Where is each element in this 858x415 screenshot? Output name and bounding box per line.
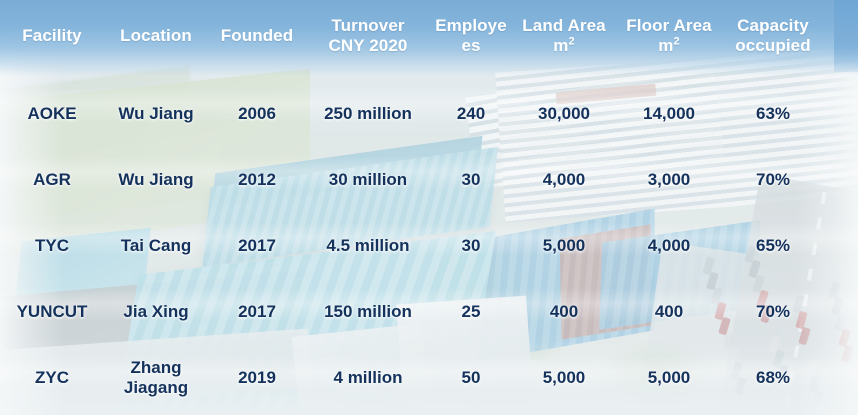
cell-turnover: 250 million — [324, 104, 412, 123]
cell-employees: 30 — [461, 236, 481, 255]
cell-facility: YUNCUT — [16, 302, 88, 321]
cell-founded: 2006 — [238, 104, 276, 123]
cell-capacity: 63% — [755, 104, 791, 123]
cell-facility: TYC — [35, 236, 69, 255]
cell-capacity: 68% — [755, 368, 791, 387]
cell-turnover: 150 million — [324, 302, 412, 321]
cell-floor-area: 3,000 — [647, 170, 691, 189]
column-header-floor-area-label: Floor Area — [626, 16, 712, 35]
cell-employees: 25 — [461, 302, 481, 321]
table-row: TYC Tai Cang 2017 4.5 million 30 5,000 4… — [0, 212, 858, 280]
cell-founded: 2012 — [238, 170, 276, 189]
cell-turnover: 4.5 million — [326, 236, 410, 255]
cell-employees: 30 — [461, 170, 481, 189]
cell-floor-area: 400 — [654, 302, 684, 321]
table-row: YUNCUT Jia Xing 2017 150 million 25 400 … — [0, 278, 858, 346]
column-header-founded-label: Founded — [220, 26, 294, 45]
cell-facility: AGR — [33, 170, 71, 189]
column-header-land-area-unit: m2 — [553, 35, 575, 55]
column-header-location: Location — [104, 26, 208, 46]
table-header-band — [0, 0, 858, 76]
cell-facility: AOKE — [27, 104, 77, 123]
cell-land-area: 30,000 — [538, 104, 590, 123]
table-row: AOKE Wu Jiang 2006 250 million 240 30,00… — [0, 80, 858, 148]
cell-location: Zhang Jiagang — [123, 358, 189, 397]
table-header-row: Facility Location Founded Turnover CNY 2… — [0, 0, 858, 72]
column-header-facility: Facility — [0, 26, 104, 46]
cell-floor-area: 4,000 — [647, 236, 691, 255]
column-header-founded: Founded — [208, 26, 306, 46]
cell-turnover: 30 million — [328, 170, 408, 189]
cell-capacity: 70% — [755, 302, 791, 321]
cell-location: Jia Xing — [123, 302, 189, 321]
column-header-land-area: Land Area m2 — [512, 16, 616, 56]
cell-floor-area: 5,000 — [647, 368, 691, 387]
cell-land-area: 5,000 — [542, 236, 586, 255]
table-row: ZYC Zhang Jiagang 2019 4 million 50 5,00… — [0, 344, 858, 412]
table-row: AGR Wu Jiang 2012 30 million 30 4,000 3,… — [0, 146, 858, 214]
cell-capacity: 70% — [755, 170, 791, 189]
column-header-turnover: Turnover CNY 2020 — [306, 16, 430, 56]
column-header-capacity-label: Capacity occupied — [735, 16, 811, 55]
cell-turnover: 4 million — [333, 368, 403, 387]
cell-floor-area: 14,000 — [643, 104, 695, 123]
cell-founded: 2017 — [238, 302, 276, 321]
cell-location: Tai Cang — [120, 236, 192, 255]
header-right-edge — [834, 0, 858, 72]
column-header-floor-area: Floor Area m2 — [616, 16, 722, 56]
cell-capacity: 65% — [755, 236, 791, 255]
cell-founded: 2017 — [238, 236, 276, 255]
column-header-facility-label: Facility — [22, 26, 82, 45]
cell-employees: 240 — [456, 104, 486, 123]
table-body: AOKE Wu Jiang 2006 250 million 240 30,00… — [0, 76, 858, 415]
column-header-employees: Employe es — [430, 16, 512, 56]
column-header-land-area-label: Land Area — [522, 16, 606, 35]
cell-facility: ZYC — [35, 368, 69, 387]
column-header-floor-area-unit: m2 — [658, 35, 680, 55]
column-header-capacity: Capacity occupied — [722, 16, 824, 56]
cell-location: Wu Jiang — [118, 104, 194, 123]
column-header-employees-label: Employe es — [435, 16, 507, 55]
cell-land-area: 4,000 — [542, 170, 586, 189]
cell-employees: 50 — [461, 368, 481, 387]
cell-land-area: 400 — [549, 302, 579, 321]
column-header-turnover-label: Turnover CNY 2020 — [328, 16, 408, 55]
column-header-location-label: Location — [120, 26, 192, 45]
cell-land-area: 5,000 — [542, 368, 586, 387]
cell-location: Wu Jiang — [118, 170, 194, 189]
cell-founded: 2019 — [238, 368, 276, 387]
